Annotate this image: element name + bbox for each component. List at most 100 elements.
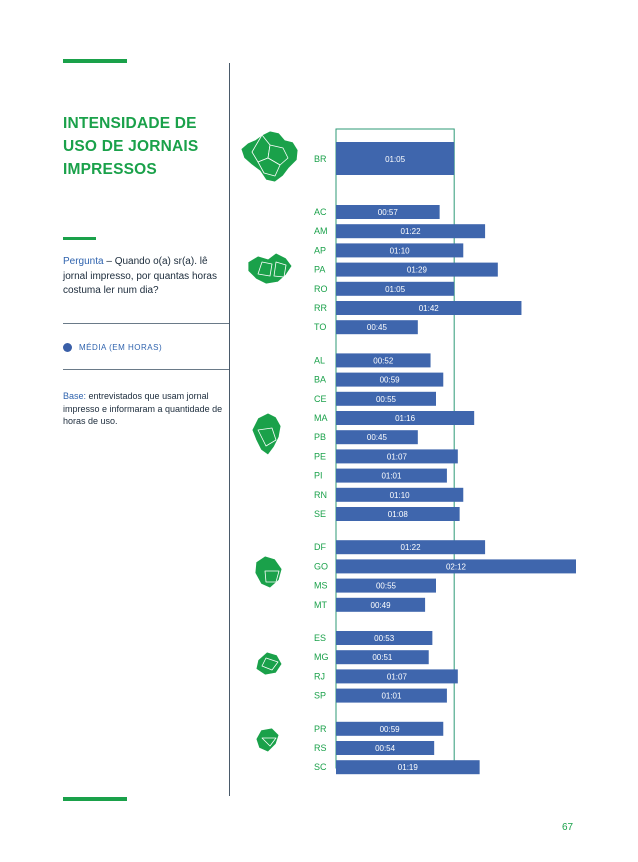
legend-dot-icon (63, 343, 72, 352)
bar-AP (336, 243, 464, 258)
sudeste-map-icon (255, 651, 283, 676)
category-label-CE: CE (314, 394, 327, 404)
brazil-map-icon (240, 130, 299, 183)
value-label-AL: 00:52 (373, 356, 394, 365)
bar-RR (336, 301, 522, 315)
legend-top-rule (63, 323, 229, 324)
page-number: 67 (562, 822, 574, 833)
base-label: Base: (63, 391, 87, 401)
category-label-AC: AC (314, 207, 327, 217)
value-label-RJ: 01:07 (387, 672, 408, 681)
bar-ES (336, 631, 433, 645)
category-label-MT: MT (314, 600, 327, 610)
value-label-PE: 01:07 (387, 452, 408, 461)
bar-CE (336, 391, 436, 406)
bar-AL (336, 353, 431, 368)
value-label-TO: 00:45 (367, 323, 388, 332)
question-accent-line (63, 237, 96, 240)
bar-AM (336, 224, 486, 239)
bar-PR (336, 721, 444, 736)
legend-bottom-rule (63, 369, 229, 370)
category-label-SE: SE (314, 509, 326, 519)
bar-PA (336, 262, 498, 277)
question-text: Pergunta – Quando o(a) sr(a). lê jornal … (63, 255, 231, 299)
bottom-accent-line (63, 797, 127, 801)
category-label-AL: AL (314, 355, 325, 365)
bar-MS (336, 578, 436, 593)
question-body: – Quando o(a) sr(a). lê jornal impresso,… (63, 256, 217, 296)
category-label-RR: RR (314, 303, 327, 313)
bar-RS (336, 741, 435, 755)
value-label-RO: 01:05 (385, 285, 406, 294)
legend-label: MÉDIA (EM HORAS) (79, 343, 163, 352)
bar-SE (336, 507, 460, 521)
bar-RJ (336, 669, 458, 684)
value-label-RS: 00:54 (375, 744, 396, 753)
value-label-MT: 00:49 (371, 601, 392, 610)
bar-PI (336, 468, 447, 483)
bar-DF (336, 540, 486, 555)
bar-GO (336, 559, 576, 574)
category-label-GO: GO (314, 561, 328, 571)
value-label-PR: 00:59 (380, 725, 401, 734)
value-label-DF: 01:22 (401, 543, 422, 552)
value-label-AC: 00:57 (378, 208, 399, 217)
category-label-DF: DF (314, 542, 326, 552)
base-text: entrevistados que usam jornal impresso e… (63, 391, 223, 426)
value-label-RN: 01:10 (390, 491, 411, 500)
bar-PB (336, 430, 418, 445)
bar-BA (336, 372, 444, 387)
category-label-AM: AM (314, 226, 328, 236)
category-label-ES: ES (314, 633, 326, 643)
bar-AC (336, 205, 440, 219)
category-label-SP: SP (314, 691, 326, 701)
value-label-BR: 01:05 (385, 155, 406, 164)
sul-map-icon (255, 727, 280, 753)
category-label-PE: PE (314, 451, 326, 461)
question-label: Pergunta (63, 256, 104, 267)
bar-PE (336, 449, 458, 464)
region-maps (240, 130, 299, 753)
centro-oeste-map-icon (254, 555, 283, 589)
bar-RO (336, 281, 455, 296)
category-label-MG: MG (314, 652, 329, 662)
category-label-RN: RN (314, 490, 327, 500)
value-label-CE: 00:55 (376, 395, 397, 404)
nordeste-map-icon (251, 412, 282, 456)
legend: MÉDIA (EM HORAS) (63, 343, 162, 352)
category-label-RS: RS (314, 743, 327, 753)
value-label-BA: 00:59 (380, 376, 401, 385)
bar-TO (336, 320, 418, 335)
category-label-PA: PA (314, 265, 325, 275)
top-accent-line (63, 59, 127, 63)
column-divider (229, 63, 230, 796)
category-label-PI: PI (314, 471, 323, 481)
base-note: Base: entrevistados que usam jornal impr… (63, 390, 223, 428)
value-label-SC: 01:19 (398, 763, 419, 772)
category-label-TO: TO (314, 322, 326, 332)
bar-SC (336, 760, 480, 775)
value-label-RR: 01:42 (419, 304, 440, 313)
value-label-PB: 00:45 (367, 433, 388, 442)
value-label-MS: 00:55 (376, 582, 397, 591)
category-label-SC: SC (314, 762, 327, 772)
category-label-PR: PR (314, 724, 327, 734)
bar-RN (336, 487, 464, 502)
value-label-MA: 01:16 (395, 414, 416, 423)
norte-map-icon (247, 252, 293, 285)
value-label-ES: 00:53 (374, 634, 395, 643)
value-label-MG: 00:51 (372, 653, 393, 662)
bar-MA (336, 411, 475, 425)
bar-BR (336, 142, 455, 175)
bar-MT (336, 597, 426, 612)
value-label-PI: 01:01 (381, 472, 402, 481)
page-title: INTENSIDADE DE USO DE JORNAIS IMPRESSOS (63, 115, 199, 178)
category-label-RO: RO (314, 284, 328, 294)
category-label-PB: PB (314, 432, 326, 442)
value-label-AM: 01:22 (401, 227, 422, 236)
category-label-MA: MA (314, 413, 328, 423)
value-label-SP: 01:01 (381, 692, 402, 701)
bar-MG (336, 650, 429, 665)
category-label-BR: BR (314, 154, 327, 164)
